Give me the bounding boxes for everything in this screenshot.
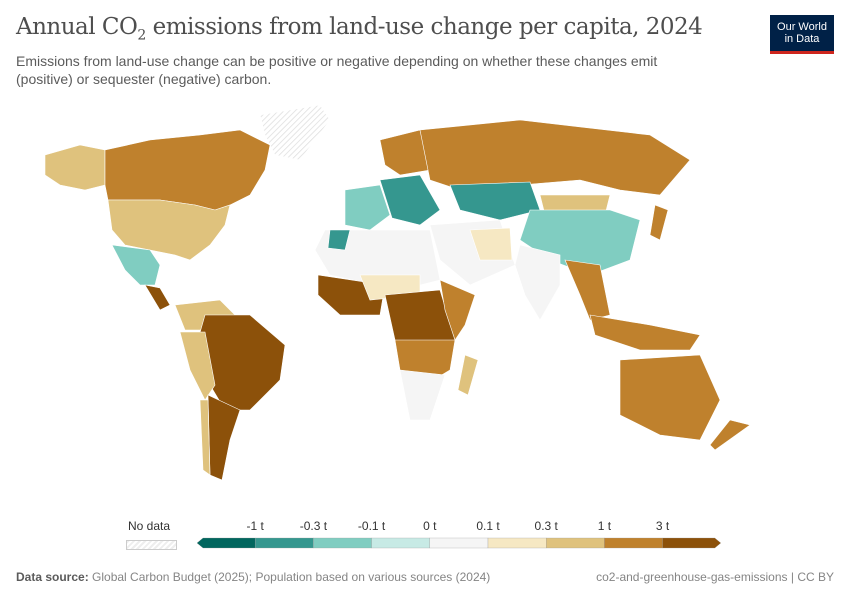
no-data-swatch [126,540,177,550]
country-kazakhstan[interactable] [449,181,541,221]
country-scandinavia[interactable] [379,129,431,176]
country-united-states[interactable] [107,199,231,261]
legend-bin[interactable] [196,537,256,549]
country-chile[interactable] [199,399,211,476]
country-japan[interactable] [649,204,669,241]
legend-tick-label: -0.1 t [358,519,386,533]
legend-bin[interactable] [371,537,430,549]
country-morocco[interactable] [327,229,351,251]
country-greenland[interactable] [259,104,331,161]
legend-tick-label: 0 t [423,519,437,533]
color-legend: -1 t -0.3 t -0.1 t 0 t 0.1 t 0.3 t 1 t 3 t [196,519,722,549]
legend-tick-label: -0.3 t [300,519,328,533]
owid-logo[interactable]: Our World in Data [770,15,834,54]
country-indonesia[interactable] [589,314,701,351]
country-canada[interactable] [104,129,271,211]
legend-bin[interactable] [546,537,605,549]
page-subtitle: Emissions from land-use change can be po… [16,53,658,87]
legend-tick-label: 3 t [656,519,670,533]
page-title: Annual CO2 emissions from land-use chang… [16,14,703,44]
country-western-europe[interactable] [344,184,391,231]
country-india[interactable] [514,244,561,321]
country-iran-afghanistan[interactable] [469,227,513,261]
chart-slug-license[interactable]: co2-and-greenhouse-gas-emissions | CC BY [596,570,834,584]
country-eastern-europe[interactable] [379,174,441,226]
legend-bin[interactable] [604,537,663,549]
legend-bin[interactable] [429,537,489,549]
no-data-label: No data [128,519,171,533]
country-argentina[interactable] [207,394,241,481]
country-madagascar[interactable] [457,354,479,396]
legend-bin[interactable] [662,537,722,549]
country-new-zealand[interactable] [709,419,751,451]
country-south-africa[interactable] [399,369,446,421]
country-russia[interactable] [419,119,691,196]
legend-bin[interactable] [255,537,314,549]
country-australia[interactable] [619,354,721,441]
country-peru-bolivia[interactable] [179,331,216,401]
country-alaska[interactable] [44,144,106,191]
country-east-africa[interactable] [439,279,476,341]
legend-tick-label: 0.1 t [476,519,500,533]
legend-tick-label: 0.3 t [535,519,559,533]
legend-tick-label: -1 t [247,519,265,533]
data-source: Data source: Global Carbon Budget (2025)… [16,570,491,584]
world-map[interactable] [0,100,850,510]
country-mexico[interactable] [111,244,161,286]
legend-tick-label: 1 t [598,519,612,533]
legend-bin[interactable] [487,537,547,549]
legend-bin[interactable] [313,537,372,549]
country-central-america[interactable] [144,284,171,311]
